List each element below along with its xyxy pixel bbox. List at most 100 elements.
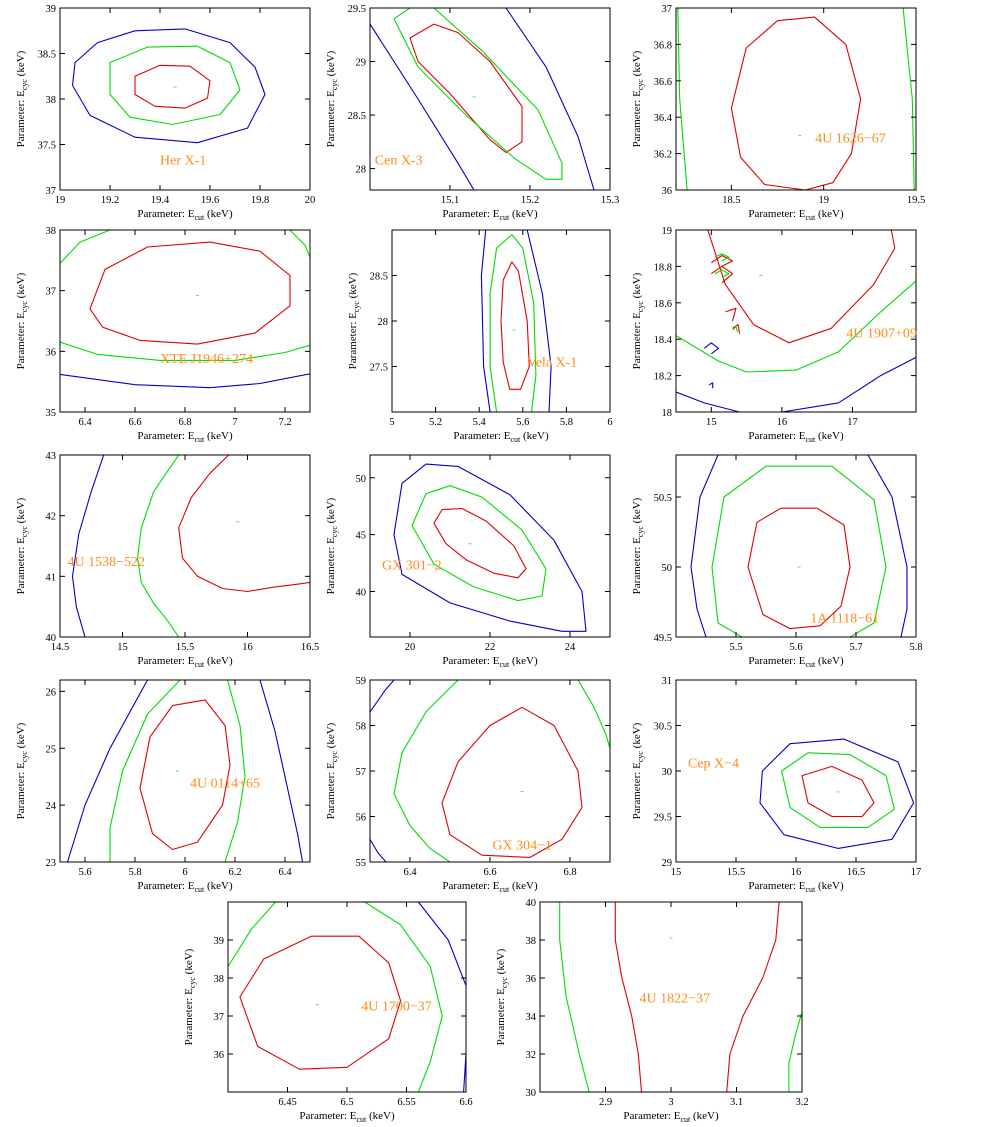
x-tick-label: 5 xyxy=(389,417,394,428)
x-tick-label: 19.5 xyxy=(907,195,925,206)
plot-frame xyxy=(59,229,311,413)
x-tick-label: 3 xyxy=(668,1097,673,1108)
contour-2sigma-0 xyxy=(781,752,895,828)
contour-3sigma-0 xyxy=(505,8,595,190)
x-tick-label: 6.55 xyxy=(397,1097,415,1108)
y-axis-label: Parameter: Ecyc (keV) xyxy=(15,497,29,594)
contours xyxy=(228,902,466,1092)
contour-3sigma-1 xyxy=(781,356,916,412)
contour-1sigma-0 xyxy=(239,935,402,1070)
y-tick-label: 30 xyxy=(526,1088,537,1099)
plot-frame xyxy=(59,454,311,638)
contour-3sigma-0 xyxy=(676,391,740,412)
y-tick-label: 36 xyxy=(662,186,673,197)
y-tick-label: 29 xyxy=(662,858,673,869)
x-tick-label: 16 xyxy=(777,417,788,428)
x-axis-label: Parameter: Ecut (keV) xyxy=(137,430,233,444)
plot-frame xyxy=(675,454,917,638)
y-tick-label: 18 xyxy=(662,408,673,419)
contours xyxy=(690,455,908,637)
y-tick-label: 57 xyxy=(356,767,367,778)
y-tick-label: 55 xyxy=(356,858,367,869)
source-name-label: 4U 1538−522 xyxy=(68,555,146,570)
contours xyxy=(370,8,595,190)
x-axis-label: Parameter: Ecut (keV) xyxy=(442,208,538,222)
contour-1sigma-0 xyxy=(178,455,310,593)
contour-1sigma-0 xyxy=(500,261,530,390)
y-tick-label: 28 xyxy=(356,165,367,176)
x-tick-label: 17 xyxy=(911,867,922,878)
y-axis-label: Parameter: Ecyc (keV) xyxy=(325,497,339,594)
x-tick-label: 15.5 xyxy=(176,642,194,653)
contour-2sigma-1 xyxy=(714,253,730,262)
contour-1sigma-0 xyxy=(801,765,875,818)
x-tick-label: 19.8 xyxy=(251,195,269,206)
contour-3sigma-0 xyxy=(60,373,310,389)
y-tick-label: 28 xyxy=(378,317,389,328)
y-tick-label: 18.4 xyxy=(654,335,673,346)
x-tick-label: 5.6 xyxy=(789,642,802,653)
x-axis-label: Parameter: Ecut (keV) xyxy=(453,430,549,444)
contour-2sigma-0 xyxy=(677,8,688,190)
contour-3sigma-0 xyxy=(759,738,915,849)
x-tick-label: 24 xyxy=(565,642,576,653)
contour-2sigma-0 xyxy=(393,680,459,862)
x-tick-label: 22 xyxy=(485,642,496,653)
y-tick-label: 43 xyxy=(46,451,57,462)
y-tick-label: 32 xyxy=(526,1050,537,1061)
contours xyxy=(71,28,266,144)
plot-frame xyxy=(227,901,467,1093)
source-name-label: GX 301−2 xyxy=(382,559,442,574)
x-tick-label: 19.4 xyxy=(151,195,170,206)
contours xyxy=(759,738,915,849)
x-tick-label: 6 xyxy=(182,867,187,878)
x-tick-label: 3.2 xyxy=(795,1097,808,1108)
source-name-label: Cen X-3 xyxy=(375,154,423,169)
contour-1sigma-3 xyxy=(725,307,737,322)
contour-2sigma-1 xyxy=(60,341,310,361)
contour-2sigma-0 xyxy=(489,234,537,412)
contours xyxy=(677,8,915,190)
y-tick-label: 36 xyxy=(526,974,537,985)
x-tick-label: 16.5 xyxy=(847,867,865,878)
x-tick-label: 6.45 xyxy=(278,1097,296,1108)
y-tick-label: 30 xyxy=(662,767,673,778)
x-axis-label: Parameter: Ecut (keV) xyxy=(442,655,538,669)
contour-3sigma-2 xyxy=(703,342,719,355)
source-name-label: Her X-1 xyxy=(160,154,206,169)
x-tick-label: 15 xyxy=(671,867,682,878)
y-tick-label: 36.8 xyxy=(654,40,672,51)
x-tick-label: 16 xyxy=(791,867,802,878)
contour-2sigma-1 xyxy=(224,680,246,862)
x-tick-label: 5.2 xyxy=(429,417,442,428)
contour-3sigma-1 xyxy=(370,23,475,190)
x-tick-label: 7 xyxy=(232,417,237,428)
y-tick-label: 39 xyxy=(214,936,225,947)
contour-3sigma-0 xyxy=(71,28,266,144)
source-name-label: 4U 1626−67 xyxy=(815,132,886,147)
contour-1sigma-0 xyxy=(134,64,211,109)
contour-1sigma-0 xyxy=(441,706,583,858)
x-tick-label: 6.2 xyxy=(228,867,241,878)
contour-1sigma-0 xyxy=(433,507,527,579)
contour-3sigma-0 xyxy=(71,455,105,637)
y-tick-label: 37 xyxy=(46,186,57,197)
y-axis-label: Parameter: Ecyc (keV) xyxy=(347,272,361,369)
x-tick-label: 6.5 xyxy=(340,1097,353,1108)
panel-gx-301-2: 20 22 24 40 45 50 Parameter: Ecut (keV) Paramet… xyxy=(325,454,611,669)
x-tick-label: 14.5 xyxy=(51,642,69,653)
x-axis-label: Parameter: Ecut (keV) xyxy=(748,880,844,894)
y-tick-label: 38 xyxy=(214,974,225,985)
y-tick-label: 50.5 xyxy=(654,493,672,504)
contour-2sigma-0 xyxy=(393,8,563,180)
x-tick-label: 3.1 xyxy=(730,1097,743,1108)
panel-4u-1700-37: 6.45 6.5 6.55 6.6 36 37 38 39 Parameter: Ecut (k… xyxy=(183,901,473,1124)
contour-3sigma-0 xyxy=(393,463,587,632)
x-tick-label: 19.2 xyxy=(101,195,119,206)
contour-2sigma-0 xyxy=(676,280,916,373)
contour-2sigma-2 xyxy=(714,269,730,278)
panel-4u-1626-67: 18.5 19 19.5 36 36.2 36.4 36.6 36.8 37 Parameter:… xyxy=(631,4,925,222)
x-tick-label: 19 xyxy=(818,195,829,206)
panel-1a-1118-61: 5.5 5.6 5.7 5.8 49.5 50 50.5 Parameter: Ecut (k… xyxy=(631,454,923,669)
